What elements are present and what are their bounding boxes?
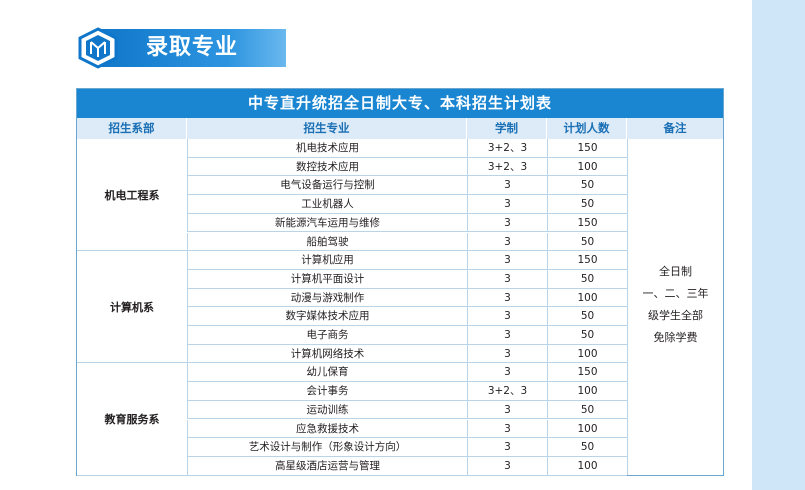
department-name: 机电工程系 bbox=[104, 188, 160, 202]
major-cell: 艺术设计与制作（形象设计方向） bbox=[187, 438, 467, 457]
table-row: 电子商务 3 50 bbox=[187, 326, 627, 345]
table-row: 计算机应用 3 150 bbox=[187, 251, 627, 270]
duration-cell: 3+2、3 bbox=[467, 382, 547, 401]
major-cell: 数字媒体技术应用 bbox=[187, 307, 467, 326]
count-cell: 150 bbox=[547, 139, 627, 157]
duration-cell: 3 bbox=[467, 195, 547, 214]
table-row: 计算机平面设计 3 50 bbox=[187, 269, 627, 289]
remark-line: 免除学费 bbox=[653, 331, 698, 344]
remark-line: 一、二、三年 bbox=[642, 287, 709, 300]
department-name: 教育服务系 bbox=[104, 412, 160, 426]
duration-cell: 3 bbox=[467, 326, 547, 344]
table-row: 数控技术应用 3+2、3 100 bbox=[187, 157, 627, 177]
table-row: 数字媒体技术应用 3 50 bbox=[187, 307, 627, 326]
count-cell: 100 bbox=[547, 382, 627, 401]
department-cell: 计算机系 bbox=[77, 251, 187, 364]
major-cell: 机电技术应用 bbox=[187, 139, 467, 157]
table-row: 计算机网络技术 3 100 bbox=[187, 344, 627, 364]
remark-line: 级学生全部 bbox=[648, 309, 703, 322]
table-row: 电气设备运行与控制 3 50 bbox=[187, 176, 627, 196]
duration-cell: 3 bbox=[467, 438, 547, 457]
table-row: 应急救援技术 3 100 bbox=[187, 419, 627, 439]
count-cell: 150 bbox=[547, 363, 627, 382]
remark-cell: 全日制 一、二、三年 级学生全部 免除学费 bbox=[627, 139, 723, 475]
table-row: 工业机器人 3 50 bbox=[187, 195, 627, 214]
major-cell: 计算机平面设计 bbox=[187, 269, 467, 288]
count-cell: 50 bbox=[547, 269, 627, 288]
duration-cell: 3 bbox=[467, 419, 547, 438]
column-header-department: 招生系部 bbox=[77, 118, 187, 139]
table-row: 新能源汽车运用与维修 3 150 bbox=[187, 213, 627, 233]
major-cell: 幼儿保育 bbox=[187, 363, 467, 382]
major-cell: 数控技术应用 bbox=[187, 157, 467, 176]
major-cell: 会计事务 bbox=[187, 382, 467, 401]
section-title: 录取专业 bbox=[146, 35, 239, 60]
count-cell: 150 bbox=[547, 213, 627, 232]
table-row: 艺术设计与制作（形象设计方向） 3 50 bbox=[187, 438, 627, 457]
section-header: 录取专业 bbox=[76, 27, 286, 69]
table-row: 会计事务 3+2、3 100 bbox=[187, 382, 627, 401]
duration-cell: 3 bbox=[467, 213, 547, 232]
duration-cell: 3 bbox=[467, 251, 547, 270]
table-row: 高星级酒店运营与管理 3 100 bbox=[187, 456, 627, 476]
table-row: 机电技术应用 3+2、3 150 bbox=[187, 139, 627, 158]
duration-cell: 3 bbox=[467, 456, 547, 475]
major-cell: 计算机应用 bbox=[187, 251, 467, 270]
duration-cell: 3 bbox=[467, 344, 547, 363]
table-row: 动漫与游戏制作 3 100 bbox=[187, 288, 627, 308]
major-cell: 运动训练 bbox=[187, 400, 467, 419]
major-cell: 计算机网络技术 bbox=[187, 344, 467, 363]
count-cell: 50 bbox=[547, 400, 627, 419]
count-cell: 100 bbox=[547, 456, 627, 475]
table-row: 船舶驾驶 3 50 bbox=[187, 232, 627, 252]
column-header-count: 计划人数 bbox=[547, 118, 627, 139]
major-cell: 工业机器人 bbox=[187, 195, 467, 214]
duration-cell: 3+2、3 bbox=[467, 157, 547, 176]
count-cell: 50 bbox=[547, 438, 627, 457]
table-title: 中专直升统招全日制大专、本科招生计划表 bbox=[77, 89, 723, 118]
count-cell: 150 bbox=[547, 251, 627, 270]
duration-cell: 3 bbox=[467, 288, 547, 307]
count-cell: 100 bbox=[547, 419, 627, 438]
side-decoration-band bbox=[752, 0, 805, 490]
header-bar bbox=[96, 29, 286, 67]
duration-cell: 3 bbox=[467, 232, 547, 251]
remark-line: 全日制 bbox=[659, 265, 692, 278]
hexagon-logo-icon bbox=[78, 27, 118, 69]
major-cell: 动漫与游戏制作 bbox=[187, 288, 467, 307]
major-cell: 电子商务 bbox=[187, 326, 467, 344]
duration-cell: 3 bbox=[467, 363, 547, 382]
department-name: 计算机系 bbox=[110, 300, 154, 314]
major-cell: 电气设备运行与控制 bbox=[187, 176, 467, 195]
column-header-duration: 学制 bbox=[467, 118, 547, 139]
major-cell: 新能源汽车运用与维修 bbox=[187, 213, 467, 232]
duration-cell: 3 bbox=[467, 269, 547, 288]
column-header-major: 招生专业 bbox=[187, 118, 467, 139]
duration-cell: 3 bbox=[467, 307, 547, 326]
count-cell: 50 bbox=[547, 195, 627, 214]
duration-cell: 3 bbox=[467, 400, 547, 419]
duration-cell: 3+2、3 bbox=[467, 139, 547, 157]
table-row: 幼儿保育 3 150 bbox=[187, 363, 627, 383]
count-cell: 50 bbox=[547, 232, 627, 251]
duration-cell: 3 bbox=[467, 176, 547, 195]
table-header-row: 招生系部 招生专业 学制 计划人数 备注 bbox=[77, 118, 723, 139]
department-cell: 教育服务系 bbox=[77, 363, 187, 476]
major-cell: 高星级酒店运营与管理 bbox=[187, 456, 467, 475]
major-cell: 应急救援技术 bbox=[187, 419, 467, 438]
count-cell: 50 bbox=[547, 307, 627, 326]
table-row: 运动训练 3 50 bbox=[187, 400, 627, 420]
count-cell: 100 bbox=[547, 288, 627, 307]
count-cell: 100 bbox=[547, 157, 627, 176]
column-header-remark: 备注 bbox=[663, 121, 687, 135]
department-cell: 机电工程系 bbox=[77, 139, 187, 252]
major-cell: 船舶驾驶 bbox=[187, 232, 467, 251]
count-cell: 50 bbox=[547, 326, 627, 344]
enrollment-table: 中专直升统招全日制大专、本科招生计划表 招生系部 招生专业 学制 计划人数 备注… bbox=[76, 88, 724, 476]
count-cell: 100 bbox=[547, 344, 627, 363]
count-cell: 50 bbox=[547, 176, 627, 195]
